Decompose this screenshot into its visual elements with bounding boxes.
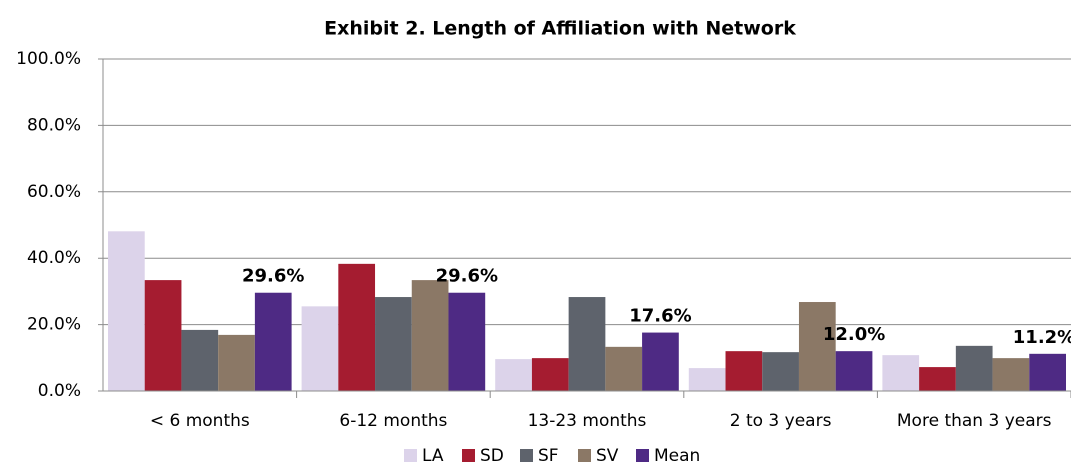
legend-swatch	[404, 449, 417, 462]
bar	[798, 302, 836, 391]
bar	[254, 292, 292, 391]
legend-swatch	[578, 449, 591, 462]
legend-label: SV	[596, 446, 619, 466]
bar	[725, 351, 763, 391]
x-tick-label: 2 to 3 years	[730, 411, 832, 431]
bar	[448, 292, 486, 391]
bar	[919, 367, 956, 391]
bar	[495, 359, 532, 391]
x-tick-label: More than 3 years	[897, 411, 1052, 431]
bar	[531, 358, 569, 391]
x-tick-label: 6-12 months	[339, 411, 447, 431]
value-label: 11.2%	[1013, 327, 1071, 348]
legend-label: SF	[538, 446, 559, 466]
x-tick-label: 13-23 months	[528, 411, 647, 431]
bar	[955, 345, 993, 391]
legend-swatch	[520, 449, 533, 462]
legend-label: SD	[480, 446, 504, 466]
y-tick-label: 60.0%	[27, 182, 81, 202]
y-tick-label: 0.0%	[38, 381, 81, 401]
bar	[642, 332, 679, 391]
chart-title: Exhibit 2. Length of Affiliation with Ne…	[324, 18, 796, 40]
bar	[301, 306, 339, 391]
bar	[605, 346, 643, 391]
bar	[568, 297, 606, 391]
bar	[688, 368, 726, 391]
bar	[375, 297, 412, 391]
value-label: 12.0%	[823, 324, 885, 345]
value-label: 29.6%	[436, 266, 498, 287]
bar	[108, 231, 145, 391]
y-tick-label: 80.0%	[27, 115, 81, 135]
bar	[144, 280, 182, 391]
bar	[338, 263, 376, 391]
bar	[1029, 353, 1066, 391]
bar	[411, 280, 449, 391]
legend-label: LA	[422, 446, 444, 466]
y-tick-label: 100.0%	[16, 49, 81, 69]
bar	[762, 352, 799, 391]
bar	[218, 334, 255, 391]
bar	[992, 358, 1030, 391]
y-tick-label: 40.0%	[27, 248, 81, 268]
legend-swatch	[636, 449, 649, 462]
bar	[181, 329, 219, 391]
bar	[835, 351, 873, 391]
legend-label: Mean	[654, 446, 700, 466]
y-tick-label: 20.0%	[27, 315, 81, 335]
x-tick-label: < 6 months	[150, 411, 250, 431]
bar	[882, 355, 920, 391]
value-label: 29.6%	[242, 266, 304, 287]
legend-swatch	[462, 449, 475, 462]
value-label: 17.6%	[629, 306, 691, 327]
